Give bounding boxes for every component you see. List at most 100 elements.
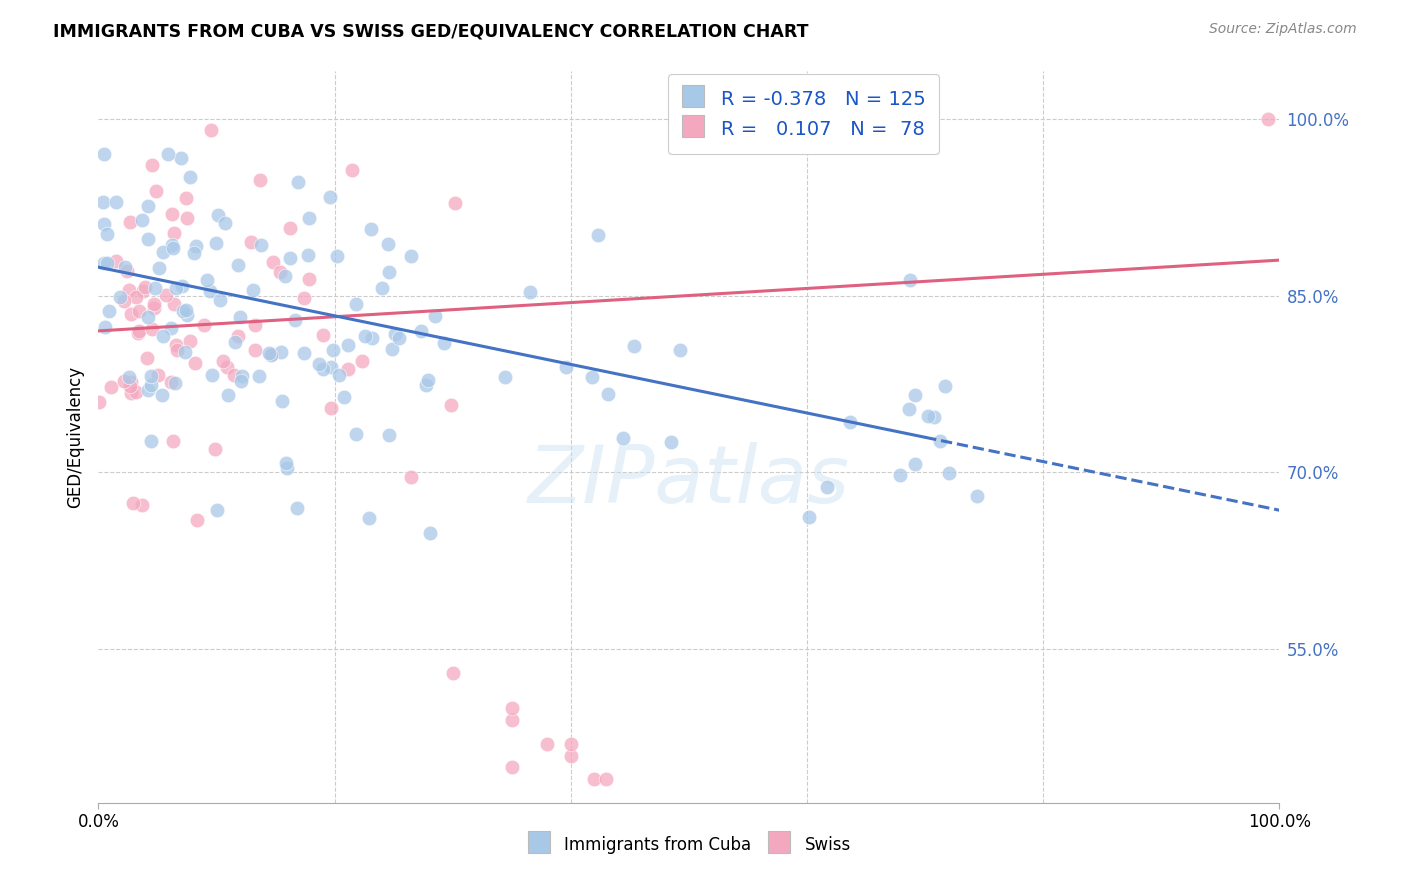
Point xyxy=(228,310,250,324)
Point xyxy=(292,291,315,305)
Point xyxy=(179,169,201,184)
Point xyxy=(215,359,238,374)
Point xyxy=(1257,112,1279,126)
Point xyxy=(184,356,207,370)
Point xyxy=(165,281,187,295)
Point xyxy=(378,265,401,279)
Point xyxy=(440,398,463,412)
Point xyxy=(257,346,280,360)
Point xyxy=(166,343,188,357)
Point xyxy=(966,489,988,503)
Point xyxy=(623,339,645,353)
Point xyxy=(924,410,946,425)
Point xyxy=(274,268,297,283)
Point xyxy=(353,329,375,343)
Point xyxy=(384,326,406,341)
Point xyxy=(669,343,692,357)
Point xyxy=(118,379,141,393)
Point xyxy=(416,373,439,387)
Point xyxy=(231,369,253,384)
Point xyxy=(583,772,606,787)
Point xyxy=(889,467,911,482)
Point xyxy=(96,256,118,270)
Point xyxy=(934,378,956,392)
Point xyxy=(136,232,159,246)
Point xyxy=(292,346,315,360)
Point xyxy=(120,215,142,229)
Point xyxy=(141,369,163,384)
Point xyxy=(163,226,186,240)
Point xyxy=(114,260,136,275)
Point xyxy=(162,241,184,255)
Point xyxy=(141,322,163,336)
Point xyxy=(322,343,344,357)
Point xyxy=(93,217,115,231)
Point xyxy=(105,194,128,209)
Point xyxy=(118,370,141,384)
Point xyxy=(536,737,558,751)
Point xyxy=(157,147,180,161)
Point xyxy=(284,313,307,327)
Point xyxy=(399,249,422,263)
Point xyxy=(209,293,232,307)
Point xyxy=(152,244,174,259)
Point xyxy=(131,213,153,227)
Point xyxy=(319,360,342,375)
Point xyxy=(112,293,135,308)
Point xyxy=(243,318,266,332)
Point xyxy=(285,500,308,515)
Point xyxy=(87,395,110,409)
Point xyxy=(519,285,541,299)
Point xyxy=(176,302,198,317)
Point xyxy=(201,368,224,383)
Point xyxy=(377,236,399,251)
Point xyxy=(612,431,634,445)
Point xyxy=(207,208,229,222)
Point xyxy=(249,173,271,187)
Point xyxy=(131,284,153,298)
Point xyxy=(143,281,166,295)
Point xyxy=(214,216,236,230)
Point xyxy=(128,324,150,338)
Point xyxy=(136,351,159,366)
Point xyxy=(581,369,603,384)
Point xyxy=(250,238,273,252)
Point xyxy=(152,329,174,343)
Point xyxy=(269,265,291,279)
Point xyxy=(260,348,283,362)
Point xyxy=(929,434,952,449)
Point xyxy=(938,466,960,480)
Point xyxy=(125,384,148,399)
Point xyxy=(388,331,411,345)
Point xyxy=(163,376,186,390)
Point xyxy=(172,278,194,293)
Point xyxy=(91,195,114,210)
Point xyxy=(595,772,617,787)
Point xyxy=(274,456,297,470)
Point xyxy=(204,442,226,456)
Point xyxy=(176,211,198,225)
Point xyxy=(319,190,342,204)
Y-axis label: GED/Equivalency: GED/Equivalency xyxy=(66,366,84,508)
Point xyxy=(138,384,160,398)
Point xyxy=(139,378,162,392)
Point xyxy=(155,288,177,302)
Point xyxy=(433,335,456,350)
Point xyxy=(247,368,270,383)
Text: IMMIGRANTS FROM CUBA VS SWISS GED/EQUIVALENCY CORRELATION CHART: IMMIGRANTS FROM CUBA VS SWISS GED/EQUIVA… xyxy=(53,22,808,40)
Point xyxy=(494,369,516,384)
Point xyxy=(160,238,183,252)
Point xyxy=(197,273,219,287)
Point xyxy=(120,385,142,400)
Point xyxy=(160,321,183,335)
Point xyxy=(409,324,432,338)
Point xyxy=(423,309,446,323)
Point xyxy=(160,207,183,221)
Point xyxy=(839,415,862,429)
Point xyxy=(184,239,207,253)
Point xyxy=(145,185,167,199)
Point xyxy=(198,285,221,299)
Point xyxy=(122,496,145,510)
Point xyxy=(118,283,141,297)
Point xyxy=(298,211,321,225)
